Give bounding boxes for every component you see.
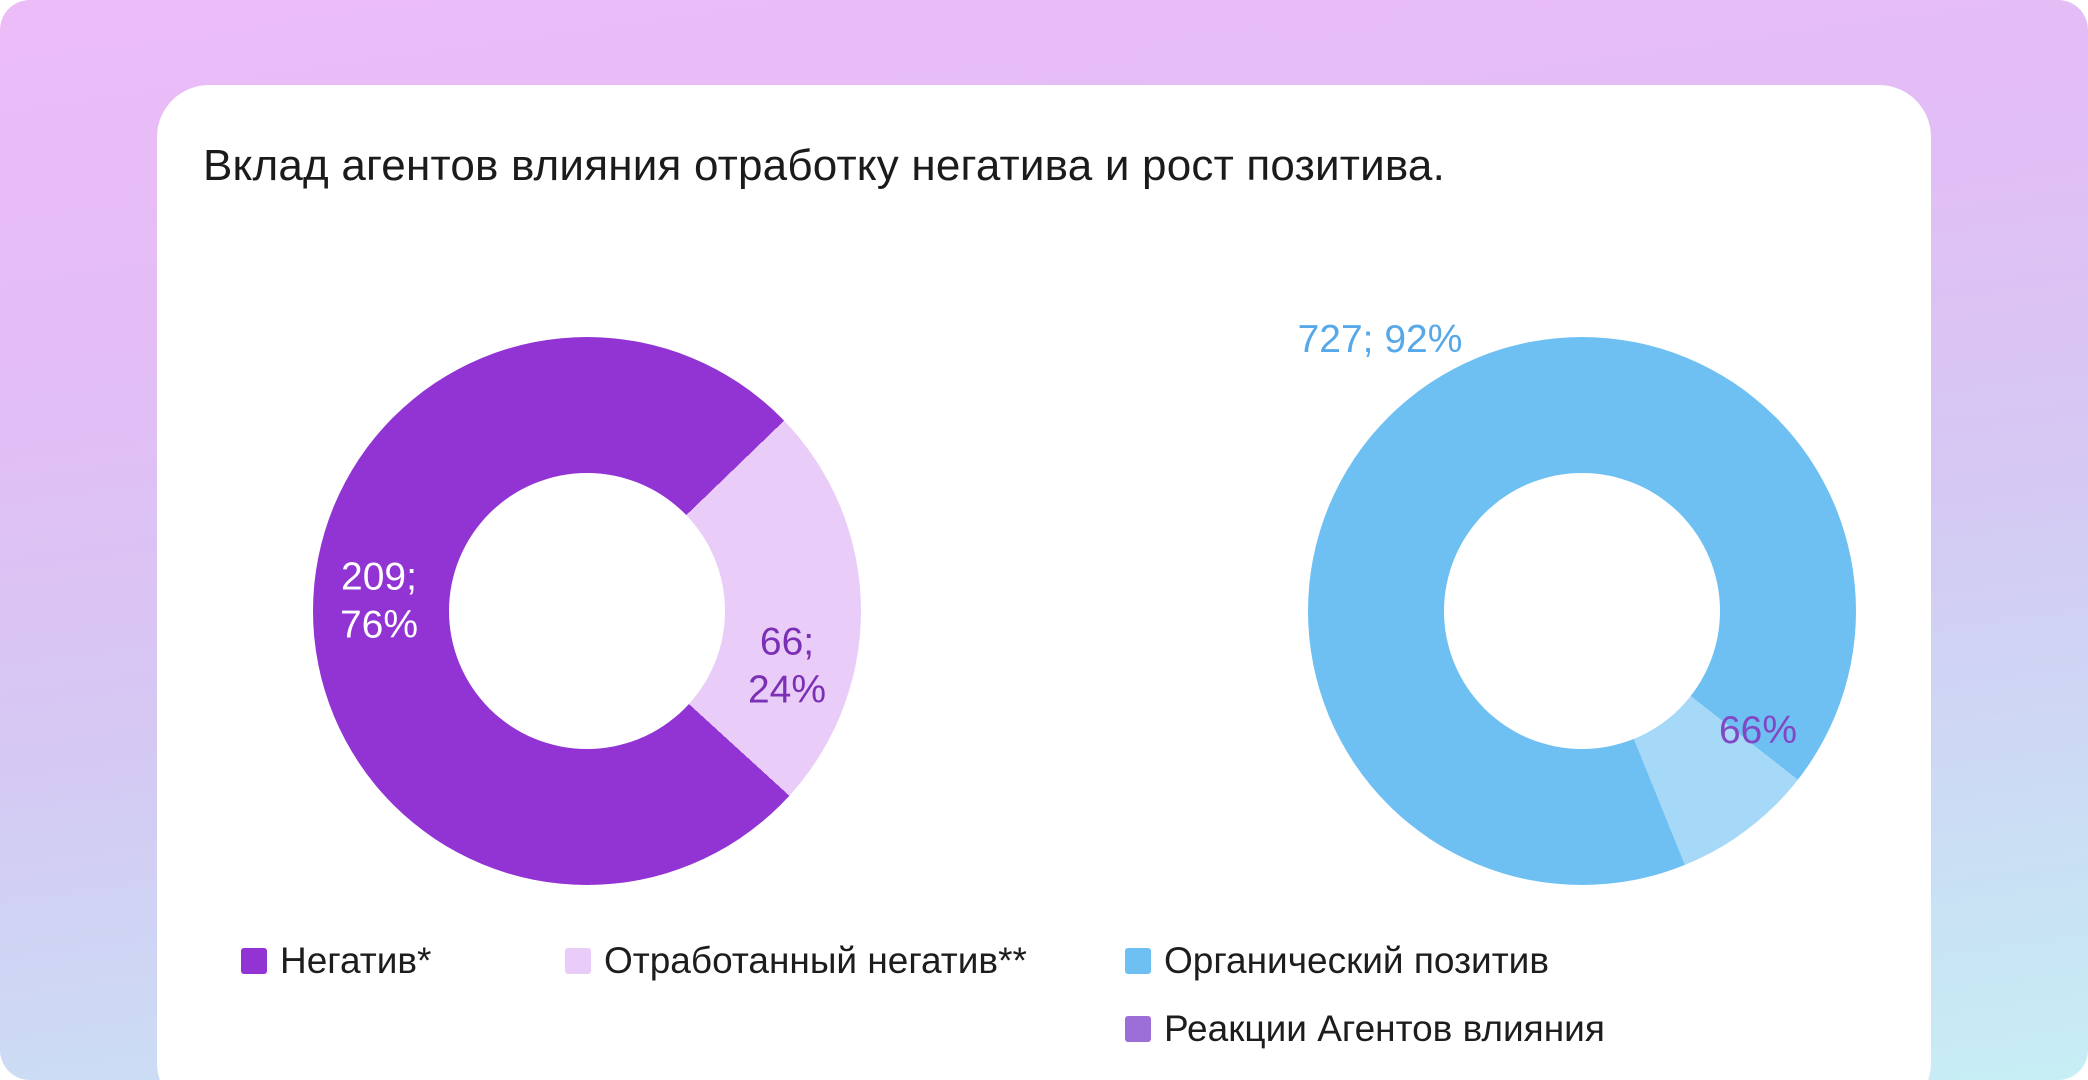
donut-chart-negative	[313, 337, 861, 885]
legend-swatch	[1125, 1016, 1151, 1042]
legend-swatch	[241, 948, 267, 974]
legend-label: Реакции Агентов влияния	[1164, 1008, 1605, 1049]
data-label-line: 24%	[747, 668, 827, 711]
donut-hole	[449, 473, 725, 749]
legend-label: Органический позитив	[1164, 940, 1549, 981]
data-label-line: 209;	[341, 555, 417, 599]
donut-chart-positive	[1308, 337, 1856, 885]
legend-item-organic-positive: Органический позитив	[1125, 940, 1549, 982]
legend-item-negative: Негатив*	[241, 940, 431, 982]
data-label-processed-negative: 66; 24%	[748, 618, 826, 713]
donut-hole	[1444, 473, 1720, 749]
data-label-line: 76%	[339, 603, 419, 646]
data-label-agent-reactions: 66%	[1718, 709, 1798, 753]
data-label-line: 66;	[759, 620, 815, 664]
legend-swatch	[565, 948, 591, 974]
legend-item-agent-reactions: Реакции Агентов влияния	[1125, 1008, 1605, 1050]
legend-swatch	[1125, 948, 1151, 974]
chart-card: Вклад агентов влияния отработку негатива…	[157, 85, 1931, 1080]
legend-item-processed-negative: Отработанный негатив**	[565, 940, 1027, 982]
legend-label: Негатив*	[280, 940, 432, 981]
data-label-organic-positive: 727; 92%	[1297, 318, 1463, 362]
legend-label: Отработанный негатив**	[604, 940, 1027, 981]
data-label-negative: 209; 76%	[340, 553, 418, 648]
chart-title: Вклад агентов влияния отработку негатива…	[203, 141, 1446, 190]
